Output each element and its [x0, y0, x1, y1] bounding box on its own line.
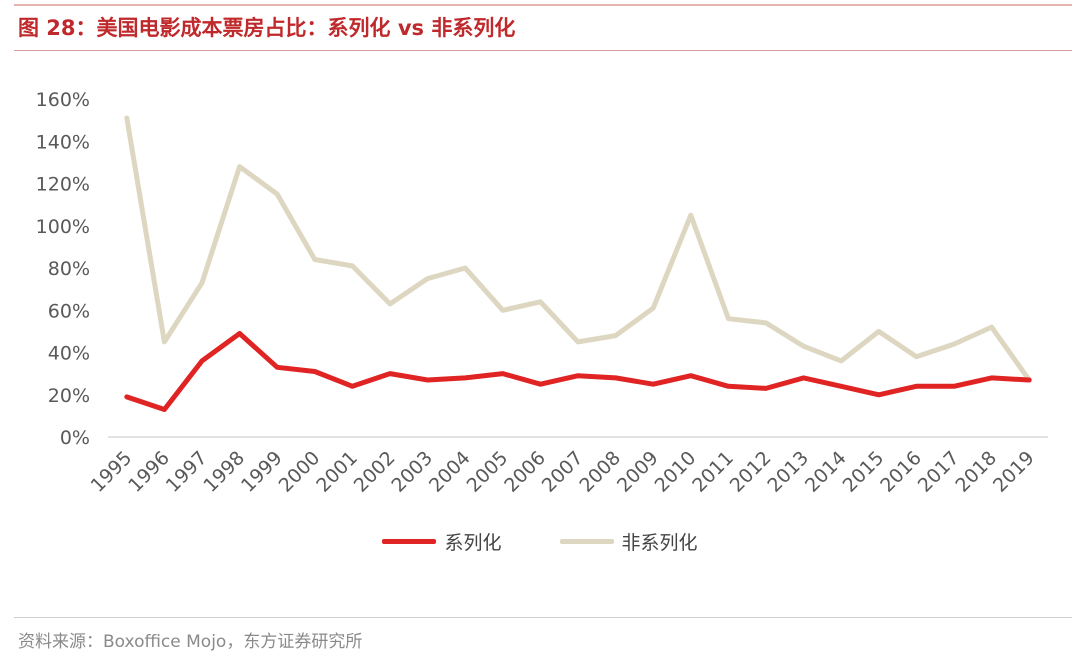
line-chart: 0%20%40%60%80%100%120%140%160%1995199619…: [36, 89, 1048, 497]
source-rule: [14, 617, 1072, 618]
x-tick-label: 2014: [801, 447, 851, 497]
x-tick-label: 2019: [989, 447, 1039, 497]
y-tick-label: 120%: [36, 174, 90, 196]
source-note: 资料来源：Boxoffice Mojo，东方证券研究所: [18, 632, 363, 652]
series-line-nonseries: [124, 115, 1032, 383]
legend-swatch-series: [382, 539, 437, 544]
y-tick-label: 20%: [48, 385, 90, 407]
x-tick-label: 2012: [726, 447, 776, 497]
y-tick-label: 40%: [48, 343, 90, 365]
y-tick-label: 100%: [36, 216, 90, 238]
legend-item-series: 系列化: [382, 528, 502, 555]
x-tick-label: 2018: [951, 447, 1001, 497]
legend: 系列化 非系列化: [0, 528, 1080, 555]
x-tick-label: 2005: [463, 447, 513, 497]
y-tick-label: 0%: [60, 427, 90, 449]
y-tick-label: 140%: [36, 131, 90, 153]
y-tick-label: 160%: [36, 89, 90, 111]
x-tick-label: 2006: [500, 447, 550, 497]
chart-title: 图 28：美国电影成本票房占比：系列化 vs 非系列化: [18, 16, 516, 40]
x-tick-label: 2016: [876, 447, 926, 497]
x-tick-label: 2007: [538, 447, 588, 497]
x-tick-label: 2010: [651, 447, 701, 497]
x-tick-label: 2008: [575, 447, 625, 497]
x-tick-label: 2004: [425, 447, 475, 497]
x-tick-label: 1999: [237, 447, 287, 497]
legend-label-nonseries: 非系列化: [621, 532, 698, 554]
y-tick-label: 60%: [48, 300, 90, 322]
x-tick-label: 1998: [199, 447, 249, 497]
title-rule: [14, 50, 1072, 51]
top-rule: [14, 4, 1072, 6]
x-tick-label: 2015: [839, 447, 889, 497]
x-tick-label: 2017: [914, 447, 964, 497]
legend-swatch-nonseries: [559, 539, 614, 544]
x-tick-label: 2013: [763, 447, 813, 497]
x-tick-label: 2000: [275, 447, 325, 497]
x-tick-label: 2011: [688, 447, 738, 497]
x-tick-label: 2009: [613, 447, 663, 497]
y-tick-label: 80%: [48, 258, 90, 280]
x-tick-label: 1997: [162, 447, 212, 497]
x-tick-label: 2001: [312, 447, 362, 497]
legend-label-series: 系列化: [444, 532, 502, 554]
x-tick-label: 2002: [350, 447, 400, 497]
x-tick-label: 1996: [124, 447, 174, 497]
x-tick-label: 2003: [387, 447, 437, 497]
legend-item-nonseries: 非系列化: [559, 528, 698, 555]
series-line-series: [124, 331, 1032, 412]
x-tick-label: 1995: [87, 447, 137, 497]
